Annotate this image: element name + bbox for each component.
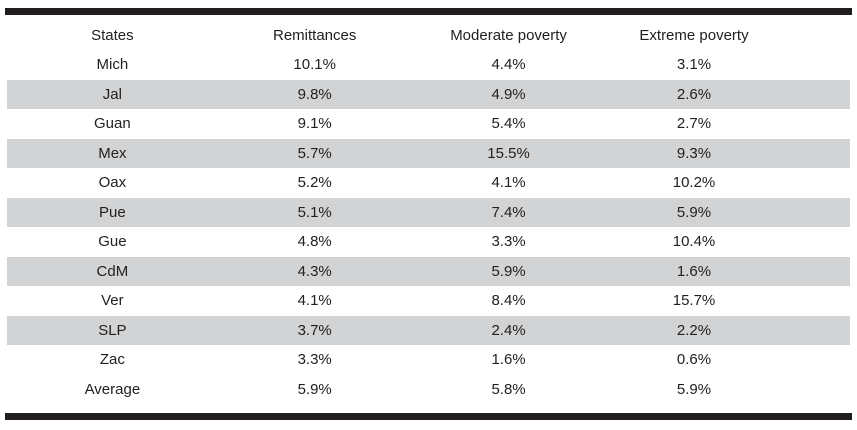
spacer-cell xyxy=(783,109,850,139)
cell-state: Mich xyxy=(96,56,129,74)
cell-state: Pue xyxy=(99,203,126,221)
cell-remittances: 5.2% xyxy=(297,174,332,192)
spacer-cell xyxy=(783,316,850,346)
column-header-states: States xyxy=(91,26,134,44)
table-row: Guan 9.1% 5.4% 2.7% xyxy=(7,109,850,139)
cell-remittances: 4.3% xyxy=(297,262,332,280)
spacer-cell xyxy=(783,345,850,375)
table-row: Average 5.9% 5.8% 5.9% xyxy=(7,375,850,405)
cell-state: Oax xyxy=(98,174,127,192)
cell-remittances: 4.8% xyxy=(297,233,332,251)
cell-moderate-poverty: 1.6% xyxy=(491,351,526,369)
table-row: SLP 3.7% 2.4% 2.2% xyxy=(7,315,850,346)
cell-state: CdM xyxy=(96,262,129,280)
page: States Remittances Moderate poverty Extr… xyxy=(0,8,857,430)
cell-remittances: 3.7% xyxy=(297,321,332,339)
cell-moderate-poverty: 7.4% xyxy=(491,203,526,221)
cell-state: Ver xyxy=(101,292,124,310)
spacer-cell xyxy=(783,50,850,80)
table-row: Ver 4.1% 8.4% 15.7% xyxy=(7,286,850,316)
spacer-cell xyxy=(783,257,850,287)
cell-state: Jal xyxy=(102,85,122,103)
states-poverty-table-container: States Remittances Moderate poverty Extr… xyxy=(5,8,852,420)
spacer-cell xyxy=(783,80,850,110)
cell-extreme-poverty: 2.7% xyxy=(676,115,712,133)
states-poverty-table: States Remittances Moderate poverty Extr… xyxy=(7,20,850,404)
column-header-extreme-poverty: Extreme poverty xyxy=(639,26,749,44)
cell-extreme-poverty: 3.1% xyxy=(676,56,712,74)
table-row: Zac 3.3% 1.6% 0.6% xyxy=(7,345,850,375)
cell-state: Zac xyxy=(99,351,125,369)
cell-remittances: 9.8% xyxy=(297,85,332,103)
spacer-cell xyxy=(783,227,850,257)
cell-moderate-poverty: 5.9% xyxy=(491,262,526,280)
cell-moderate-poverty: 5.4% xyxy=(491,115,526,133)
cell-remittances: 3.3% xyxy=(297,351,332,369)
cell-remittances: 5.9% xyxy=(297,380,332,398)
cell-remittances: 5.7% xyxy=(297,144,332,162)
cell-extreme-poverty: 5.9% xyxy=(676,203,712,221)
cell-extreme-poverty: 2.6% xyxy=(676,85,712,103)
table-body: Mich 10.1% 4.4% 3.1% Jal 9.8% 4.9% 2.6% Guan 9.1%… xyxy=(7,50,850,404)
spacer-cell xyxy=(783,286,850,316)
cell-state: Average xyxy=(84,380,141,398)
cell-remittances: 9.1% xyxy=(297,115,332,133)
table-row: Mex 5.7% 15.5% 9.3% xyxy=(7,138,850,169)
cell-remittances: 10.1% xyxy=(293,56,336,74)
table-header-row: States Remittances Moderate poverty Extr… xyxy=(7,20,850,50)
cell-remittances: 5.1% xyxy=(297,203,332,221)
column-header-moderate-poverty: Moderate poverty xyxy=(450,26,567,44)
table-row: Mich 10.1% 4.4% 3.1% xyxy=(7,50,850,80)
cell-moderate-poverty: 15.5% xyxy=(487,144,530,162)
cell-state: SLP xyxy=(98,321,127,339)
spacer-cell xyxy=(783,168,850,198)
table-row: Jal 9.8% 4.9% 2.6% xyxy=(7,79,850,110)
table-row: CdM 4.3% 5.9% 1.6% xyxy=(7,256,850,287)
cell-moderate-poverty: 8.4% xyxy=(491,292,526,310)
cell-extreme-poverty: 10.4% xyxy=(672,233,716,251)
cell-moderate-poverty: 4.9% xyxy=(491,85,526,103)
spacer-cell xyxy=(783,198,850,228)
cell-moderate-poverty: 5.8% xyxy=(491,380,526,398)
cell-extreme-poverty: 2.2% xyxy=(676,321,712,339)
spacer-header xyxy=(783,20,850,50)
cell-extreme-poverty: 0.6% xyxy=(676,351,712,369)
cell-extreme-poverty: 15.7% xyxy=(672,292,716,310)
cell-moderate-poverty: 4.1% xyxy=(491,174,526,192)
cell-state: Gue xyxy=(98,233,127,251)
cell-extreme-poverty: 9.3% xyxy=(676,144,712,162)
cell-state: Mex xyxy=(98,144,127,162)
spacer-cell xyxy=(783,375,850,405)
table-row: Oax 5.2% 4.1% 10.2% xyxy=(7,168,850,198)
cell-moderate-poverty: 3.3% xyxy=(491,233,526,251)
table-row: Gue 4.8% 3.3% 10.4% xyxy=(7,227,850,257)
cell-moderate-poverty: 4.4% xyxy=(491,56,526,74)
cell-extreme-poverty: 1.6% xyxy=(676,262,712,280)
cell-moderate-poverty: 2.4% xyxy=(491,321,526,339)
spacer-cell xyxy=(783,139,850,169)
cell-remittances: 4.1% xyxy=(297,292,332,310)
table-row: Pue 5.1% 7.4% 5.9% xyxy=(7,197,850,228)
cell-state: Guan xyxy=(94,115,131,133)
cell-extreme-poverty: 5.9% xyxy=(676,380,712,398)
cell-extreme-poverty: 10.2% xyxy=(672,174,716,192)
column-header-remittances: Remittances xyxy=(273,26,357,44)
